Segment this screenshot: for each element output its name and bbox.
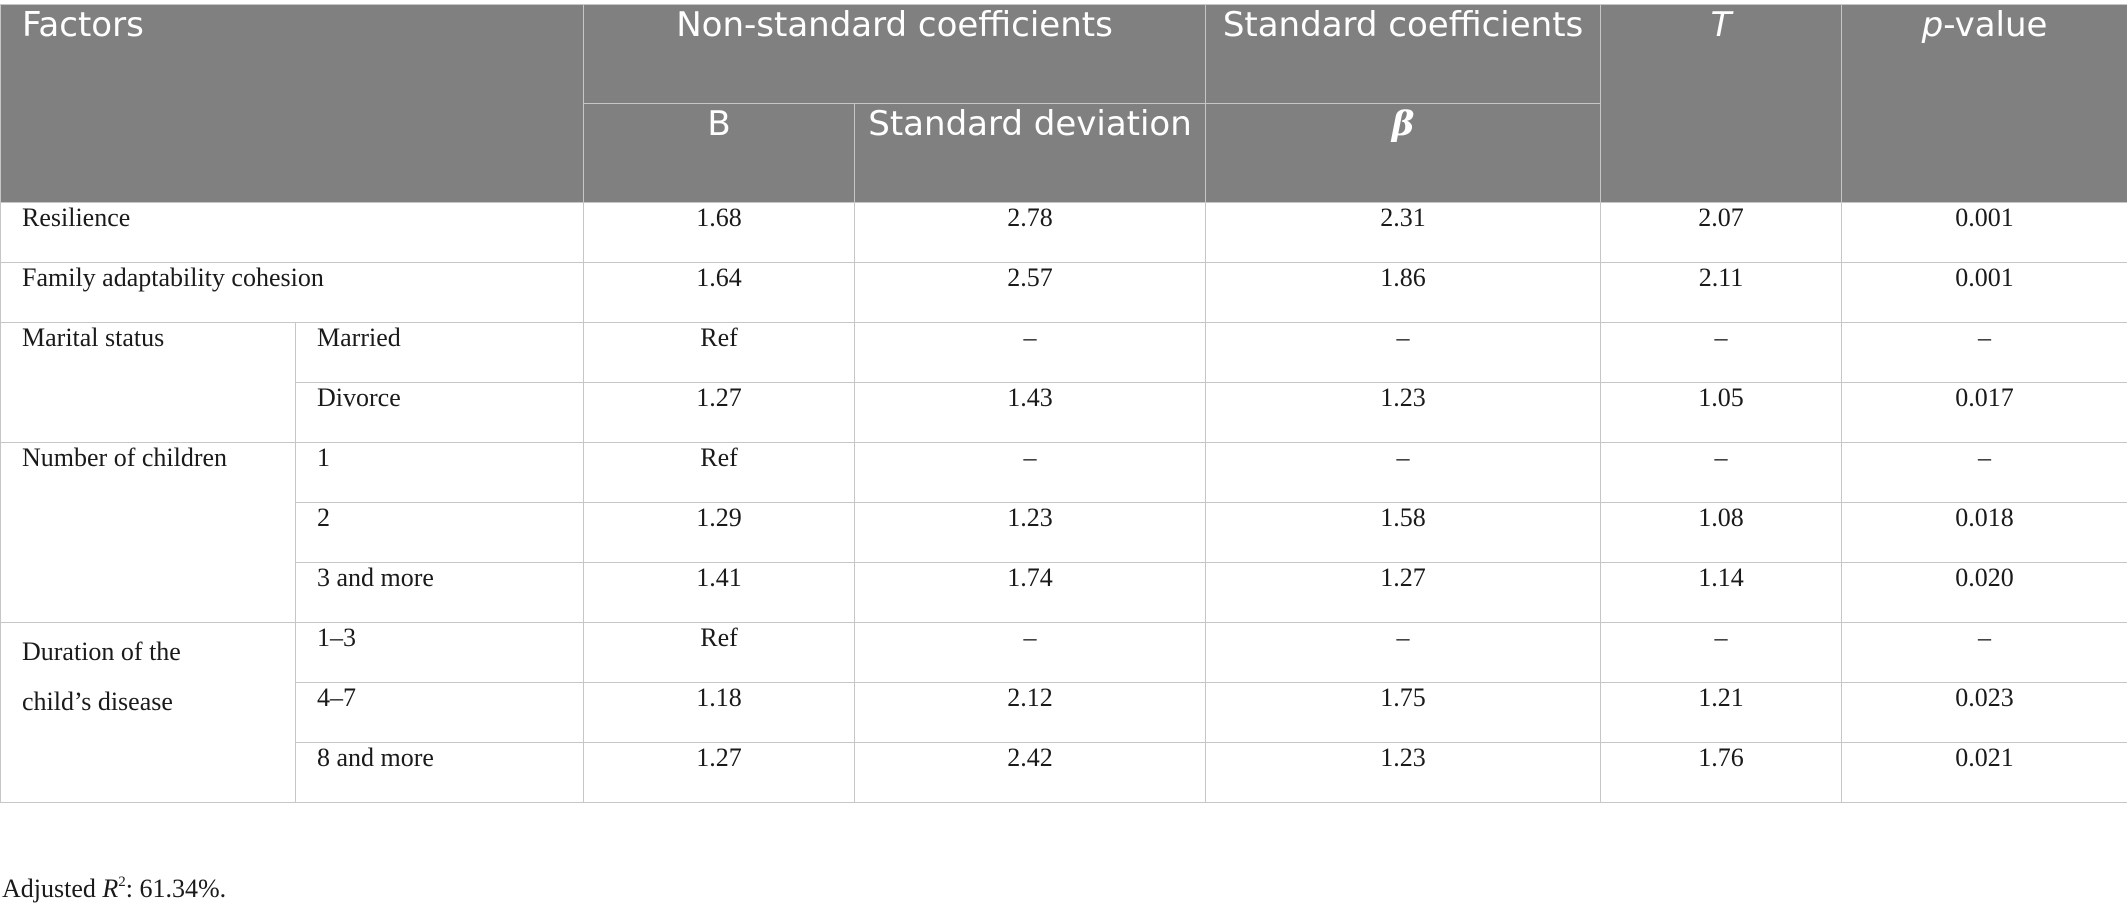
header-p-value: p-value xyxy=(1841,4,2127,203)
cell-b: Ref xyxy=(583,322,856,383)
header-t: T xyxy=(1600,4,1843,203)
cell-t: 1.21 xyxy=(1600,682,1843,743)
level-label: 8 and more xyxy=(294,742,585,803)
cell-beta: – xyxy=(1205,322,1602,383)
table-row-children-3: 3 and more 1.41 1.74 1.27 1.14 0.020 xyxy=(1,562,2127,623)
cell-t: – xyxy=(1600,442,1843,503)
cell-beta: 1.86 xyxy=(1205,262,1602,323)
cell-sd: – xyxy=(854,322,1207,383)
factor-label-number-of-children: Number of children xyxy=(0,442,296,623)
table-footnote: Adjusted R2: 61.34%. xyxy=(2,874,226,904)
cell-p: 0.023 xyxy=(1841,682,2127,743)
cell-b: 1.68 xyxy=(583,202,856,263)
cell-t: 1.08 xyxy=(1600,502,1843,563)
level-label: 1 xyxy=(294,442,585,503)
cell-b: Ref xyxy=(583,622,856,683)
cell-sd: 2.12 xyxy=(854,682,1207,743)
cell-b: 1.41 xyxy=(583,562,856,623)
header-p-italic: p xyxy=(1921,5,1944,45)
header-t-label: T xyxy=(1710,5,1732,45)
cell-b: 1.64 xyxy=(583,262,856,323)
footnote-r: R xyxy=(102,874,119,903)
cell-p: 0.001 xyxy=(1841,202,2127,263)
table-row-duration-1: Duration of the child’s disease 1–3 Ref –… xyxy=(0,622,2127,803)
cell-sd: 2.78 xyxy=(854,202,1207,263)
cell-b: 1.18 xyxy=(583,682,856,743)
cell-sd: 1.43 xyxy=(854,382,1207,443)
factor-label-duration-line2: child’s disease xyxy=(22,687,173,716)
cell-p: 0.017 xyxy=(1841,382,2127,443)
factor-label-duration: Duration of the child’s disease xyxy=(0,622,296,803)
cell-p: – xyxy=(1841,622,2127,683)
header-standard-coefficients: Standard coefficients xyxy=(1205,4,1602,104)
cell-beta: 1.58 xyxy=(1205,502,1602,563)
cell-b: 1.27 xyxy=(583,382,856,443)
cell-beta: 1.75 xyxy=(1205,682,1602,743)
factor-label: Resilience xyxy=(0,202,585,263)
table-row-divorce: Divorce 1.27 1.43 1.23 1.05 0.017 xyxy=(1,382,2127,443)
cell-b: 1.29 xyxy=(583,502,856,563)
footnote-suffix: : 61.34%. xyxy=(125,874,227,903)
header-row-1: Factors Non-standard coefficients Standa… xyxy=(0,4,2127,203)
cell-sd: 2.57 xyxy=(854,262,1207,323)
table-row-family: Family adaptability cohesion 1.64 2.57 1… xyxy=(0,262,2127,323)
cell-sd: 1.74 xyxy=(854,562,1207,623)
level-label: Divorce xyxy=(294,382,585,443)
cell-p: 0.018 xyxy=(1841,502,2127,563)
cell-beta: 2.31 xyxy=(1205,202,1602,263)
cell-t: – xyxy=(1600,622,1843,683)
header-row-2: B Standard deviation β xyxy=(1,103,2127,203)
cell-beta: – xyxy=(1205,442,1602,503)
level-label: 4–7 xyxy=(294,682,585,743)
cell-t: 1.05 xyxy=(1600,382,1843,443)
table-row-duration-2: 4–7 1.18 2.12 1.75 1.21 0.023 xyxy=(1,682,2127,743)
cell-sd: – xyxy=(854,622,1207,683)
factor-label-marital-status: Marital status xyxy=(0,322,296,443)
regression-table: Factors Non-standard coefficients Standa… xyxy=(0,4,2127,803)
header-standard-deviation: Standard deviation xyxy=(854,103,1207,203)
cell-beta: 1.23 xyxy=(1205,382,1602,443)
table-row-children-2: 2 1.29 1.23 1.58 1.08 0.018 xyxy=(1,502,2127,563)
header-b: B xyxy=(583,103,856,203)
cell-b: Ref xyxy=(583,442,856,503)
level-label: 2 xyxy=(294,502,585,563)
cell-t: 2.11 xyxy=(1600,262,1843,323)
footnote-sup: 2 xyxy=(118,874,126,890)
header-nonstandard-coefficients: Non-standard coefficients xyxy=(583,4,1207,104)
table-row-children-1: Number of children 1 Ref – – – – xyxy=(0,442,2127,623)
cell-t: 1.14 xyxy=(1600,562,1843,623)
cell-beta: – xyxy=(1205,622,1602,683)
cell-p: 0.020 xyxy=(1841,562,2127,623)
cell-t: – xyxy=(1600,322,1843,383)
header-p-rest: -value xyxy=(1943,5,2048,45)
cell-sd: 2.42 xyxy=(854,742,1207,803)
cell-beta: 1.23 xyxy=(1205,742,1602,803)
level-label: 3 and more xyxy=(294,562,585,623)
table-row-resilience: Resilience 1.68 2.78 2.31 2.07 0.001 xyxy=(0,202,2127,263)
header-factors: Factors xyxy=(0,4,585,203)
cell-sd: – xyxy=(854,442,1207,503)
cell-beta: 1.27 xyxy=(1205,562,1602,623)
factor-label-duration-line1: Duration of the xyxy=(22,637,181,666)
footnote-prefix: Adjusted xyxy=(2,874,103,903)
table-row-duration-3: 8 and more 1.27 2.42 1.23 1.76 0.021 xyxy=(1,742,2127,803)
cell-t: 2.07 xyxy=(1600,202,1843,263)
cell-b: 1.27 xyxy=(583,742,856,803)
table-row-married: Marital status Married Ref – – – – xyxy=(0,322,2127,443)
cell-t: 1.76 xyxy=(1600,742,1843,803)
cell-p: 0.001 xyxy=(1841,262,2127,323)
cell-sd: 1.23 xyxy=(854,502,1207,563)
cell-p: – xyxy=(1841,442,2127,503)
cell-p: 0.021 xyxy=(1841,742,2127,803)
cell-p: – xyxy=(1841,322,2127,383)
level-label: 1–3 xyxy=(294,622,585,683)
factor-label: Family adaptability cohesion xyxy=(0,262,585,323)
level-label: Married xyxy=(294,322,585,383)
header-beta-symbol: β xyxy=(1391,104,1415,144)
header-beta: β xyxy=(1205,103,1602,203)
